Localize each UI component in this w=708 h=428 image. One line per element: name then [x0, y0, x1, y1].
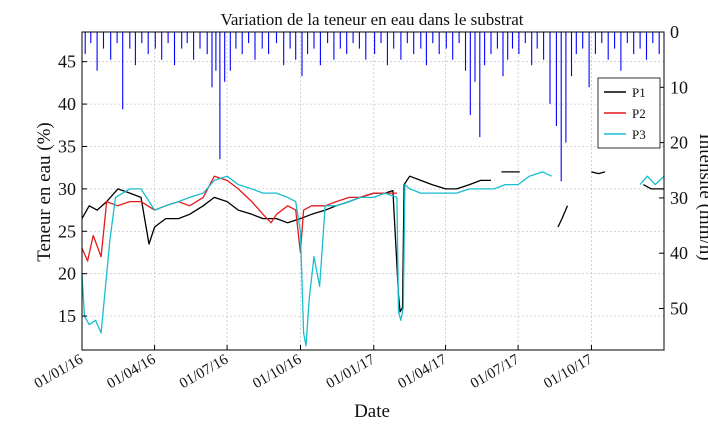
chart-title: Variation de la teneur en eau dans le su…	[220, 10, 523, 29]
y-right-tick-label: 40	[670, 243, 688, 263]
y-tick-label: 25	[58, 221, 76, 241]
series-line-p3	[81, 171, 665, 347]
x-tick-label: 01/07/17	[468, 351, 523, 392]
legend: P1 P2 P3	[597, 77, 661, 149]
y-tick-label: 35	[58, 137, 76, 157]
y-axis-right-label: Intensite (mm/h)	[695, 133, 708, 260]
y-tick-label: 45	[58, 52, 76, 72]
precipitation-bars	[84, 32, 660, 182]
legend-label-p3: P3	[632, 127, 646, 142]
x-tick-label: 01/01/17	[324, 351, 379, 392]
y-right-tick-label: 50	[670, 299, 688, 319]
series-line-p2	[81, 175, 397, 262]
y-tick-label: 40	[58, 94, 76, 114]
y-right-tick-label: 30	[670, 188, 688, 208]
x-tick-label: 01/07/16	[177, 351, 232, 392]
plot-frame	[81, 31, 665, 351]
x-tick-label: 01/10/17	[541, 351, 596, 392]
grid-lines	[81, 32, 664, 350]
x-tick-label: 01/01/16	[32, 351, 87, 392]
series-line-p1	[81, 171, 664, 313]
y-tick-label: 30	[58, 179, 76, 199]
y-tick-label: 20	[58, 264, 76, 284]
x-axis-label: Date	[354, 401, 390, 422]
x-tick-label: 01/10/16	[250, 351, 305, 392]
y-right-tick-label: 20	[670, 133, 688, 153]
legend-label-p1: P1	[632, 85, 646, 100]
y-right-tick-label: 0	[670, 22, 679, 42]
y-right-tick-label: 10	[670, 77, 688, 97]
y-axis-label: Teneur en eau (%)	[34, 122, 55, 262]
x-tick-label: 01/04/17	[395, 351, 450, 392]
y-tick-label: 15	[58, 306, 76, 326]
legend-label-p2: P2	[632, 106, 646, 121]
x-tick-label: 01/04/16	[104, 351, 159, 392]
